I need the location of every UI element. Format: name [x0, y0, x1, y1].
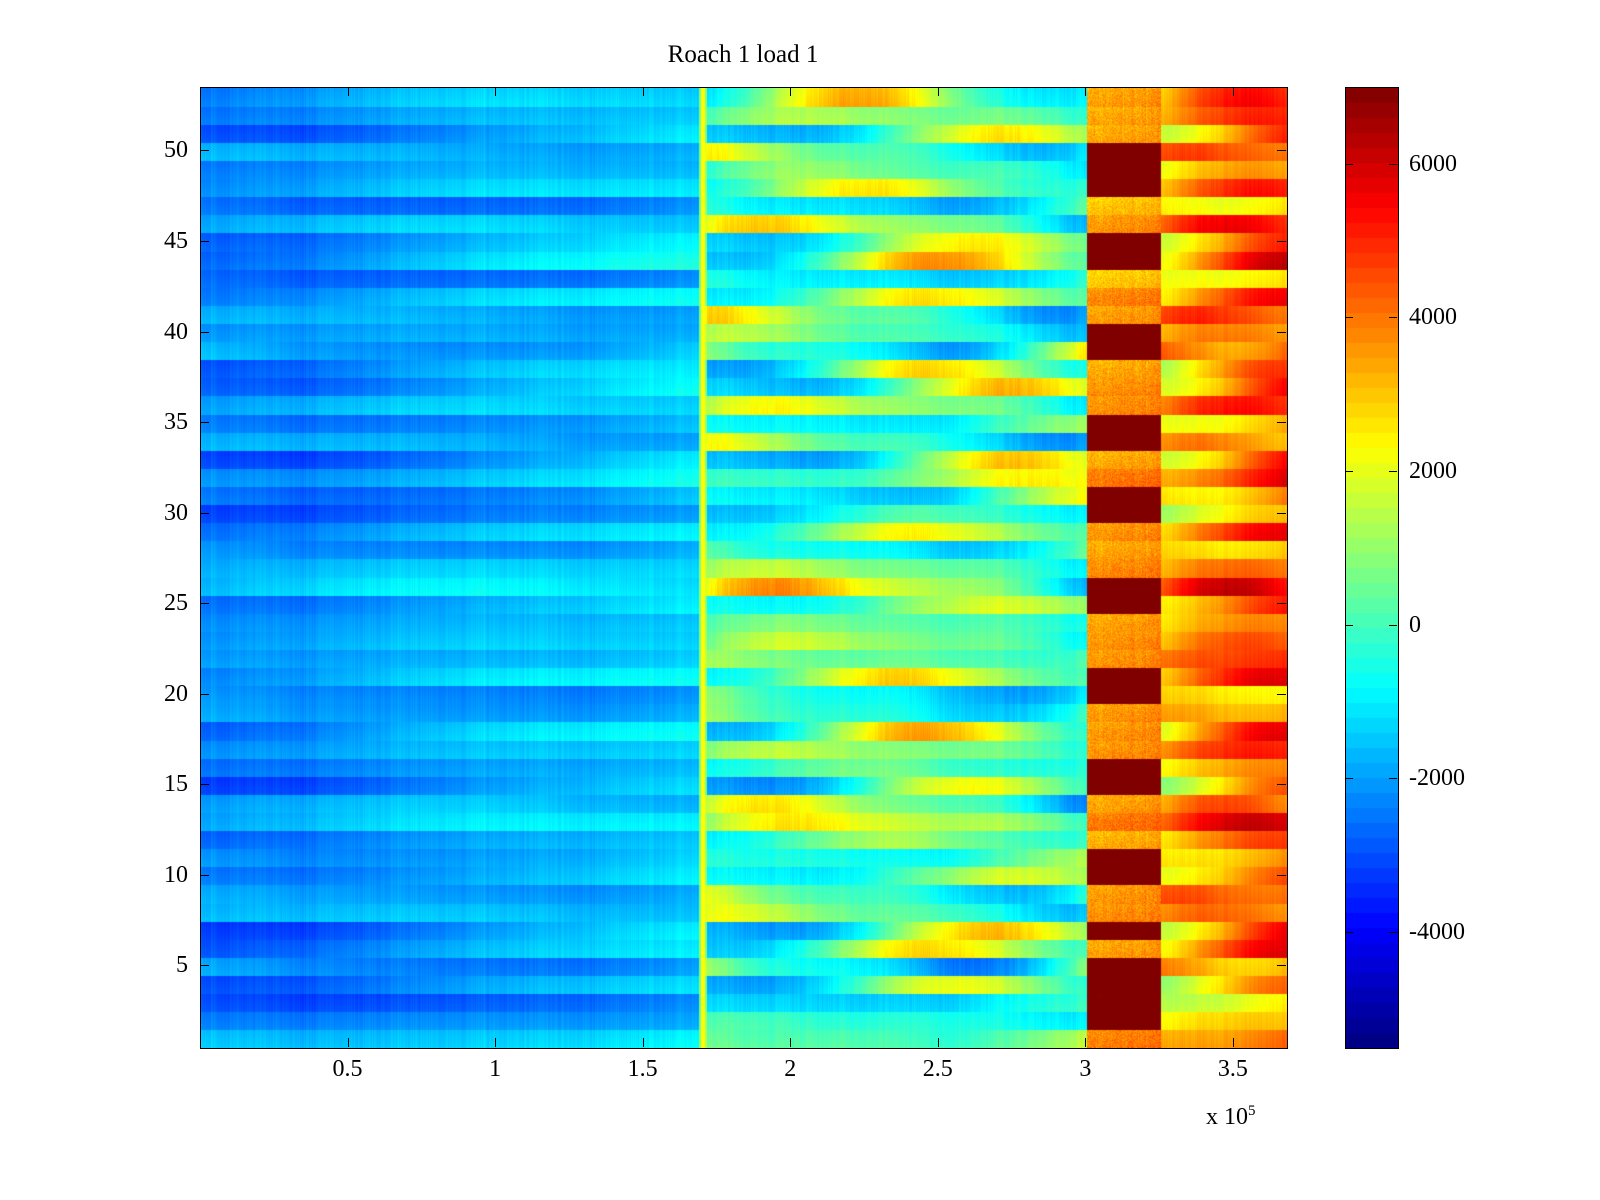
x-axis-tick-top — [937, 87, 939, 96]
x-axis-tick — [347, 1038, 349, 1047]
colorbar-tick-left — [1345, 163, 1353, 165]
page-title: Roach 1 load 1 — [667, 41, 819, 68]
colorbar-tick-left — [1345, 471, 1353, 472]
y-axis-tick — [200, 784, 209, 786]
y-axis-tick-right — [1277, 150, 1286, 152]
colorbar-tick-right — [1389, 931, 1397, 933]
colorbar-gradient — [1346, 88, 1398, 1048]
y-axis-tick-right — [1277, 693, 1286, 695]
y-axis-tick-label: 10 — [164, 861, 188, 888]
colorbar-tick-label: 2000 — [1409, 458, 1457, 484]
y-axis-tick-label: 20 — [164, 680, 188, 707]
x-axis-tick — [1085, 1038, 1087, 1047]
x-axis-tick-top — [495, 87, 497, 96]
colorbar-tick-left — [1345, 317, 1353, 319]
y-axis-tick-right — [1277, 512, 1286, 514]
x-axis-tick-label: 0.5 — [332, 1056, 363, 1082]
colorbar-tick-right — [1389, 163, 1397, 165]
x-axis-tick-label: 1.5 — [627, 1056, 658, 1082]
x-axis-tick — [495, 1038, 497, 1047]
y-axis-tick — [200, 422, 209, 424]
colorbar-tick-right — [1389, 624, 1397, 626]
y-axis-tick-right — [1277, 603, 1286, 605]
y-axis-tick-label: 35 — [164, 409, 188, 436]
y-axis-tick — [200, 512, 209, 514]
colorbar-tick-left — [1345, 931, 1353, 933]
colorbar-tick-right — [1389, 317, 1397, 319]
colorbar-tick-right — [1389, 778, 1397, 780]
x-axis-tick — [1232, 1038, 1234, 1047]
y-axis-tick-label: 15 — [164, 771, 188, 798]
x-axis-tick — [642, 1038, 644, 1047]
y-axis-tick-right — [1277, 784, 1286, 786]
y-axis-tick — [200, 240, 209, 242]
colorbar-tick-left — [1345, 624, 1353, 626]
y-axis-tick-right — [1277, 422, 1286, 424]
colorbar-tick-right — [1389, 471, 1397, 472]
x-axis-tick — [790, 1038, 792, 1047]
y-axis-tick-right — [1277, 331, 1286, 333]
x-axis-tick-top — [347, 87, 349, 96]
y-axis-tick-label: 5 — [176, 952, 188, 979]
colorbar-tick-left — [1345, 778, 1353, 780]
x-axis-tick-label: 2 — [784, 1056, 797, 1082]
colorbar-tick-label: 4000 — [1409, 304, 1457, 331]
y-axis-tick-label: 40 — [164, 318, 188, 345]
y-axis-tick-right — [1277, 965, 1286, 967]
colorbar-tick-label: 6000 — [1409, 150, 1457, 177]
colorbar-tick-label: -4000 — [1409, 918, 1465, 945]
y-axis-tick-label: 30 — [164, 499, 188, 526]
colorbar-tick-label: 0 — [1409, 611, 1421, 638]
y-axis-tick-label: 25 — [164, 590, 188, 617]
heatmap-axes[interactable] — [200, 87, 1288, 1049]
x-axis-tick-label: 3 — [1079, 1056, 1092, 1082]
y-axis-tick-right — [1277, 240, 1286, 242]
y-axis-tick-label: 45 — [164, 227, 188, 254]
y-axis-tick-right — [1277, 874, 1286, 876]
colorbar-tick-label: -2000 — [1409, 765, 1465, 792]
x-axis-tick-label: 1 — [489, 1056, 502, 1082]
y-axis-tick — [200, 965, 209, 967]
y-axis-tick-label: 50 — [164, 137, 188, 164]
x-axis-tick-label: 3.5 — [1217, 1056, 1248, 1082]
heatmap-image[interactable] — [201, 88, 1287, 1048]
x-axis-exponent-label: x 105 — [1206, 1103, 1256, 1130]
x-axis-tick-top — [1085, 87, 1087, 96]
x-axis-tick-top — [642, 87, 644, 96]
y-axis-tick — [200, 150, 209, 152]
y-axis-tick — [200, 693, 209, 695]
x-exponent-power: 5 — [1248, 1103, 1256, 1119]
x-axis-tick-top — [790, 87, 792, 96]
x-axis-tick — [937, 1038, 939, 1047]
x-exponent-mantissa: x 10 — [1206, 1104, 1248, 1130]
y-axis-tick — [200, 874, 209, 876]
colorbar[interactable] — [1345, 87, 1399, 1049]
y-axis-tick — [200, 603, 209, 605]
y-axis-tick — [200, 331, 209, 333]
x-axis-tick-top — [1232, 87, 1234, 96]
x-axis-tick-label: 2.5 — [922, 1056, 953, 1082]
